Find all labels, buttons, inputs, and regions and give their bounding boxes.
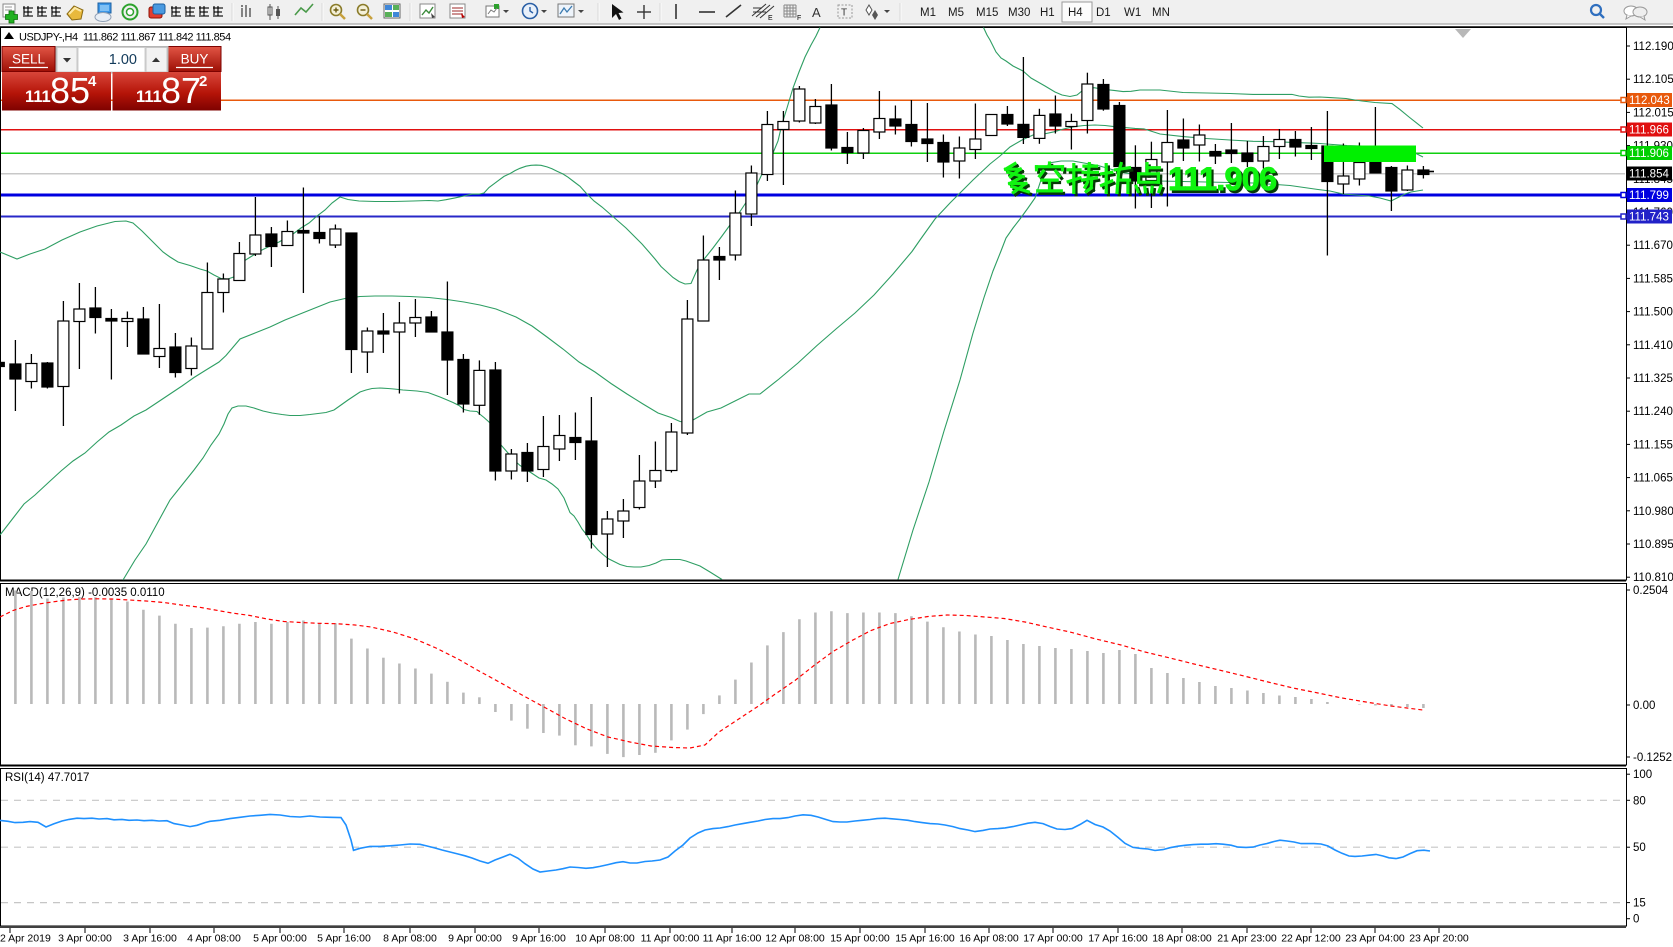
svg-text:E: E bbox=[768, 15, 773, 22]
svg-text:9 Apr 16:00: 9 Apr 16:00 bbox=[512, 933, 566, 945]
svg-text:80: 80 bbox=[1633, 795, 1646, 807]
svg-text:111.854: 111.854 bbox=[1629, 169, 1669, 181]
svg-text:100: 100 bbox=[1633, 769, 1652, 781]
svg-text:50: 50 bbox=[1633, 842, 1646, 854]
svg-text:17 Apr 16:00: 17 Apr 16:00 bbox=[1088, 933, 1148, 945]
svg-text:4: 4 bbox=[88, 73, 97, 90]
svg-text:111: 111 bbox=[136, 88, 162, 106]
svg-text:112.105: 112.105 bbox=[1633, 74, 1673, 86]
svg-text:111.906: 111.906 bbox=[1629, 148, 1669, 160]
svg-text:85: 85 bbox=[50, 70, 90, 111]
svg-text:3 Apr 00:00: 3 Apr 00:00 bbox=[58, 933, 112, 945]
svg-text:2 Apr 2019: 2 Apr 2019 bbox=[0, 933, 51, 945]
svg-text:110.980: 110.980 bbox=[1633, 506, 1673, 518]
svg-text:111: 111 bbox=[25, 88, 51, 106]
svg-text:0.00: 0.00 bbox=[1633, 700, 1655, 712]
svg-text:12 Apr 08:00: 12 Apr 08:00 bbox=[765, 933, 825, 945]
svg-text:8 Apr 08:00: 8 Apr 08:00 bbox=[383, 933, 437, 945]
svg-text:10 Apr 08:00: 10 Apr 08:00 bbox=[575, 933, 635, 945]
svg-text:MN: MN bbox=[1152, 7, 1170, 19]
svg-text:111.906: 111.906 bbox=[1168, 161, 1276, 197]
svg-text:112.190: 112.190 bbox=[1633, 41, 1673, 53]
svg-text:15: 15 bbox=[1633, 898, 1646, 910]
svg-text:111.155: 111.155 bbox=[1633, 439, 1673, 451]
svg-text:111.966: 111.966 bbox=[1629, 125, 1669, 137]
svg-text:M30: M30 bbox=[1008, 7, 1030, 19]
svg-text:3 Apr 16:00: 3 Apr 16:00 bbox=[123, 933, 177, 945]
svg-text:87: 87 bbox=[161, 70, 201, 111]
svg-text:112.015: 112.015 bbox=[1633, 107, 1673, 119]
svg-text:BUY: BUY bbox=[181, 52, 209, 67]
svg-text:111.670: 111.670 bbox=[1633, 240, 1673, 252]
svg-text:111.410: 111.410 bbox=[1633, 340, 1673, 352]
svg-text:111.065: 111.065 bbox=[1633, 473, 1673, 485]
svg-text:F: F bbox=[797, 15, 801, 22]
svg-text:0.2504: 0.2504 bbox=[1633, 585, 1669, 597]
svg-text:17 Apr 00:00: 17 Apr 00:00 bbox=[1023, 933, 1083, 945]
svg-text:15 Apr 16:00: 15 Apr 16:00 bbox=[895, 933, 955, 945]
svg-text:5 Apr 00:00: 5 Apr 00:00 bbox=[253, 933, 307, 945]
svg-text:111.743: 111.743 bbox=[1629, 212, 1669, 224]
svg-text:M5: M5 bbox=[948, 7, 964, 19]
svg-text:16 Apr 08:00: 16 Apr 08:00 bbox=[959, 933, 1019, 945]
svg-text:USDJPY-,H4 111.862 111.867 11: USDJPY-,H4 111.862 111.867 111.842 111.8… bbox=[19, 32, 231, 44]
svg-text:111.799: 111.799 bbox=[1629, 190, 1669, 202]
svg-text:9 Apr 00:00: 9 Apr 00:00 bbox=[448, 933, 502, 945]
svg-text:5 Apr 16:00: 5 Apr 16:00 bbox=[317, 933, 371, 945]
svg-text:W1: W1 bbox=[1124, 7, 1141, 19]
svg-text:11 Apr 00:00: 11 Apr 00:00 bbox=[641, 933, 700, 945]
svg-text:110.810: 110.810 bbox=[1633, 572, 1673, 584]
svg-text:18 Apr 08:00: 18 Apr 08:00 bbox=[1152, 933, 1212, 945]
svg-text:2: 2 bbox=[199, 73, 207, 90]
svg-text:23 Apr 20:00: 23 Apr 20:00 bbox=[1409, 933, 1469, 945]
svg-text:SELL: SELL bbox=[12, 52, 46, 67]
svg-text:15 Apr 00:00: 15 Apr 00:00 bbox=[830, 933, 890, 945]
svg-text:111.585: 111.585 bbox=[1633, 273, 1673, 285]
svg-text:MACD(12,26,9) -0.0035 0.0110: MACD(12,26,9) -0.0035 0.0110 bbox=[5, 587, 165, 599]
svg-text:21 Apr 23:00: 21 Apr 23:00 bbox=[1217, 933, 1277, 945]
svg-text:111.906: 111.906 bbox=[1170, 163, 1278, 199]
svg-text:110.895: 110.895 bbox=[1633, 539, 1673, 551]
svg-text:RSI(14) 47.7017: RSI(14) 47.7017 bbox=[5, 772, 89, 784]
svg-text:T: T bbox=[841, 8, 847, 19]
svg-text:111.500: 111.500 bbox=[1633, 307, 1673, 319]
svg-text:A: A bbox=[812, 5, 821, 20]
svg-text:23 Apr 04:00: 23 Apr 04:00 bbox=[1345, 933, 1405, 945]
svg-text:11 Apr 16:00: 11 Apr 16:00 bbox=[703, 933, 762, 945]
svg-text:M15: M15 bbox=[976, 7, 998, 19]
svg-text:112.043: 112.043 bbox=[1629, 95, 1670, 107]
svg-text:111.240: 111.240 bbox=[1633, 406, 1673, 418]
svg-text:1.00: 1.00 bbox=[109, 52, 137, 68]
svg-text:111.325: 111.325 bbox=[1633, 373, 1673, 385]
svg-text:22 Apr 12:00: 22 Apr 12:00 bbox=[1281, 933, 1341, 945]
svg-text:4 Apr 08:00: 4 Apr 08:00 bbox=[187, 933, 241, 945]
svg-text:H4: H4 bbox=[1068, 7, 1083, 19]
svg-text:-0.1252: -0.1252 bbox=[1633, 752, 1672, 764]
svg-text:M1: M1 bbox=[920, 7, 936, 19]
svg-text:D1: D1 bbox=[1096, 7, 1111, 19]
svg-text:H1: H1 bbox=[1040, 7, 1055, 19]
svg-text:0: 0 bbox=[1633, 914, 1639, 926]
